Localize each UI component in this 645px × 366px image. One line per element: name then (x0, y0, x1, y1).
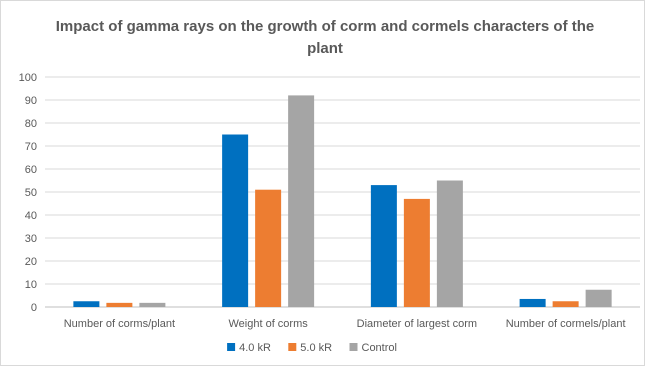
grid-lines (45, 76, 640, 308)
bar-control-1 (139, 302, 166, 307)
y-tick-label: 50 (25, 187, 37, 199)
bar-4-0-kr-2 (222, 134, 249, 307)
legend-swatch (349, 343, 358, 351)
y-tick-label: 70 (25, 141, 37, 153)
chart-title: Impact of gamma rays on the growth of co… (55, 18, 595, 57)
legend: 4.0 kR 5.0 kR Control (227, 342, 397, 354)
category-label: Number of cormels/plant (506, 318, 626, 330)
category-label: Weight of corms (228, 318, 308, 330)
y-tick-label: 60 (25, 164, 37, 176)
bar-4-0-kr-4 (519, 298, 546, 307)
y-tick-label: 0 (31, 302, 37, 314)
bar-control-4 (585, 289, 612, 307)
bar-4-0-kr-3 (370, 185, 397, 307)
category-label: Number of corms/plant (64, 318, 175, 330)
bars (73, 95, 612, 308)
bar-5-0-kr-4 (552, 301, 579, 307)
y-tick-label: 30 (25, 233, 37, 245)
legend-label: 5.0 kR (300, 342, 332, 354)
legend-swatch (288, 343, 297, 351)
y-tick-label: 10 (25, 279, 37, 291)
y-tick-label: 80 (25, 118, 37, 130)
y-tick-label: 40 (25, 210, 37, 222)
bar-4-0-kr-1 (73, 301, 100, 307)
y-tick-label: 100 (19, 72, 37, 84)
bar-control-2 (288, 95, 315, 308)
legend-label: Control (362, 342, 397, 354)
bar-control-3 (436, 180, 463, 307)
category-label: Diameter of largest corm (357, 318, 477, 330)
bar-5-0-kr-1 (106, 302, 133, 307)
legend-label: 4.0 kR (239, 342, 271, 354)
category-labels: Number of corms/plant Weight of corms Diam… (64, 318, 626, 330)
y-tick-label: 20 (25, 256, 37, 268)
y-tick-label: 90 (25, 95, 37, 107)
bar-5-0-kr-2 (255, 189, 282, 307)
legend-swatch (227, 343, 236, 351)
y-axis-ticks: 0 10 20 30 40 50 60 70 80 90 100 (19, 72, 37, 314)
bar-5-0-kr-3 (403, 198, 430, 307)
